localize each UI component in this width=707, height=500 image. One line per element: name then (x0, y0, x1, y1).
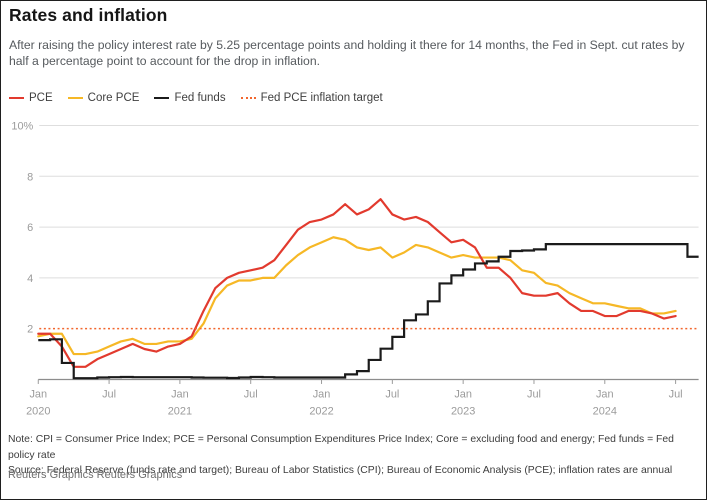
chart-legend: PCE Core PCE Fed funds Fed PCE inflation… (9, 92, 383, 104)
footnotes: Note: CPI = Consumer Price Index; PCE = … (8, 432, 703, 479)
core-pce-line-swatch (67, 97, 83, 99)
legend-label-pce: PCE (29, 92, 53, 104)
x-axis-year-label: 2021 (168, 405, 192, 417)
fed-funds-line-swatch (154, 97, 170, 99)
page-title: Rates and inflation (9, 5, 168, 25)
y-axis-label: 2 (27, 324, 33, 336)
x-axis-month-label: Jan (454, 388, 472, 400)
x-axis-month-label: Jul (102, 388, 116, 400)
note-line: Note: CPI = Consumer Price Index; PCE = … (8, 434, 674, 461)
inflation-target-line-swatch (240, 97, 256, 99)
legend-label-inflation-target: Fed PCE inflation target (260, 92, 383, 104)
x-axis-month-label: Jul (527, 388, 541, 400)
legend-item-pce: PCE (9, 92, 53, 104)
x-axis-month-label: Jan (171, 388, 189, 400)
y-axis-label: 4 (27, 273, 33, 285)
x-axis-year-label: 2022 (309, 405, 333, 417)
core-pce-line (37, 236, 677, 356)
x-axis-month-label: Jan (29, 388, 47, 400)
credit-line: Reuters Graphics Reuters Graphics (8, 469, 183, 481)
subtitle-line-2: half a percentage point to account for t… (9, 54, 320, 68)
legend-label-fed-funds: Fed funds (174, 92, 226, 104)
y-axis-label: 8 (27, 171, 33, 183)
x-axis-month-label: Jul (385, 388, 399, 400)
legend-item-inflation-target: Fed PCE inflation target (240, 92, 383, 104)
x-axis-month-label: Jan (313, 388, 331, 400)
y-axis-label: 10% (11, 120, 33, 132)
x-axis-year-label: 2024 (593, 405, 617, 417)
pce-line-swatch (9, 97, 24, 99)
x-axis-month-label: Jan (596, 388, 614, 400)
y-axis-label: 6 (27, 222, 33, 234)
x-axis-month-label: Jul (669, 388, 683, 400)
subtitle-line-1: After raising the policy interest rate b… (9, 38, 685, 52)
x-axis-year-label: 2023 (451, 405, 475, 417)
pce-line (37, 198, 677, 368)
source-line: Source: Federal Reserve (funds rate and … (8, 465, 673, 476)
fed-funds-line (38, 243, 699, 380)
x-axis-year-label: 2020 (26, 405, 50, 417)
legend-item-fed-funds: Fed funds (154, 92, 226, 104)
chart-subtitle: After raising the policy interest rate b… (9, 37, 704, 69)
legend-label-core-pce: Core PCE (87, 92, 140, 104)
x-axis-month-label: Jul (244, 388, 258, 400)
legend-item-core-pce: Core PCE (67, 92, 140, 104)
